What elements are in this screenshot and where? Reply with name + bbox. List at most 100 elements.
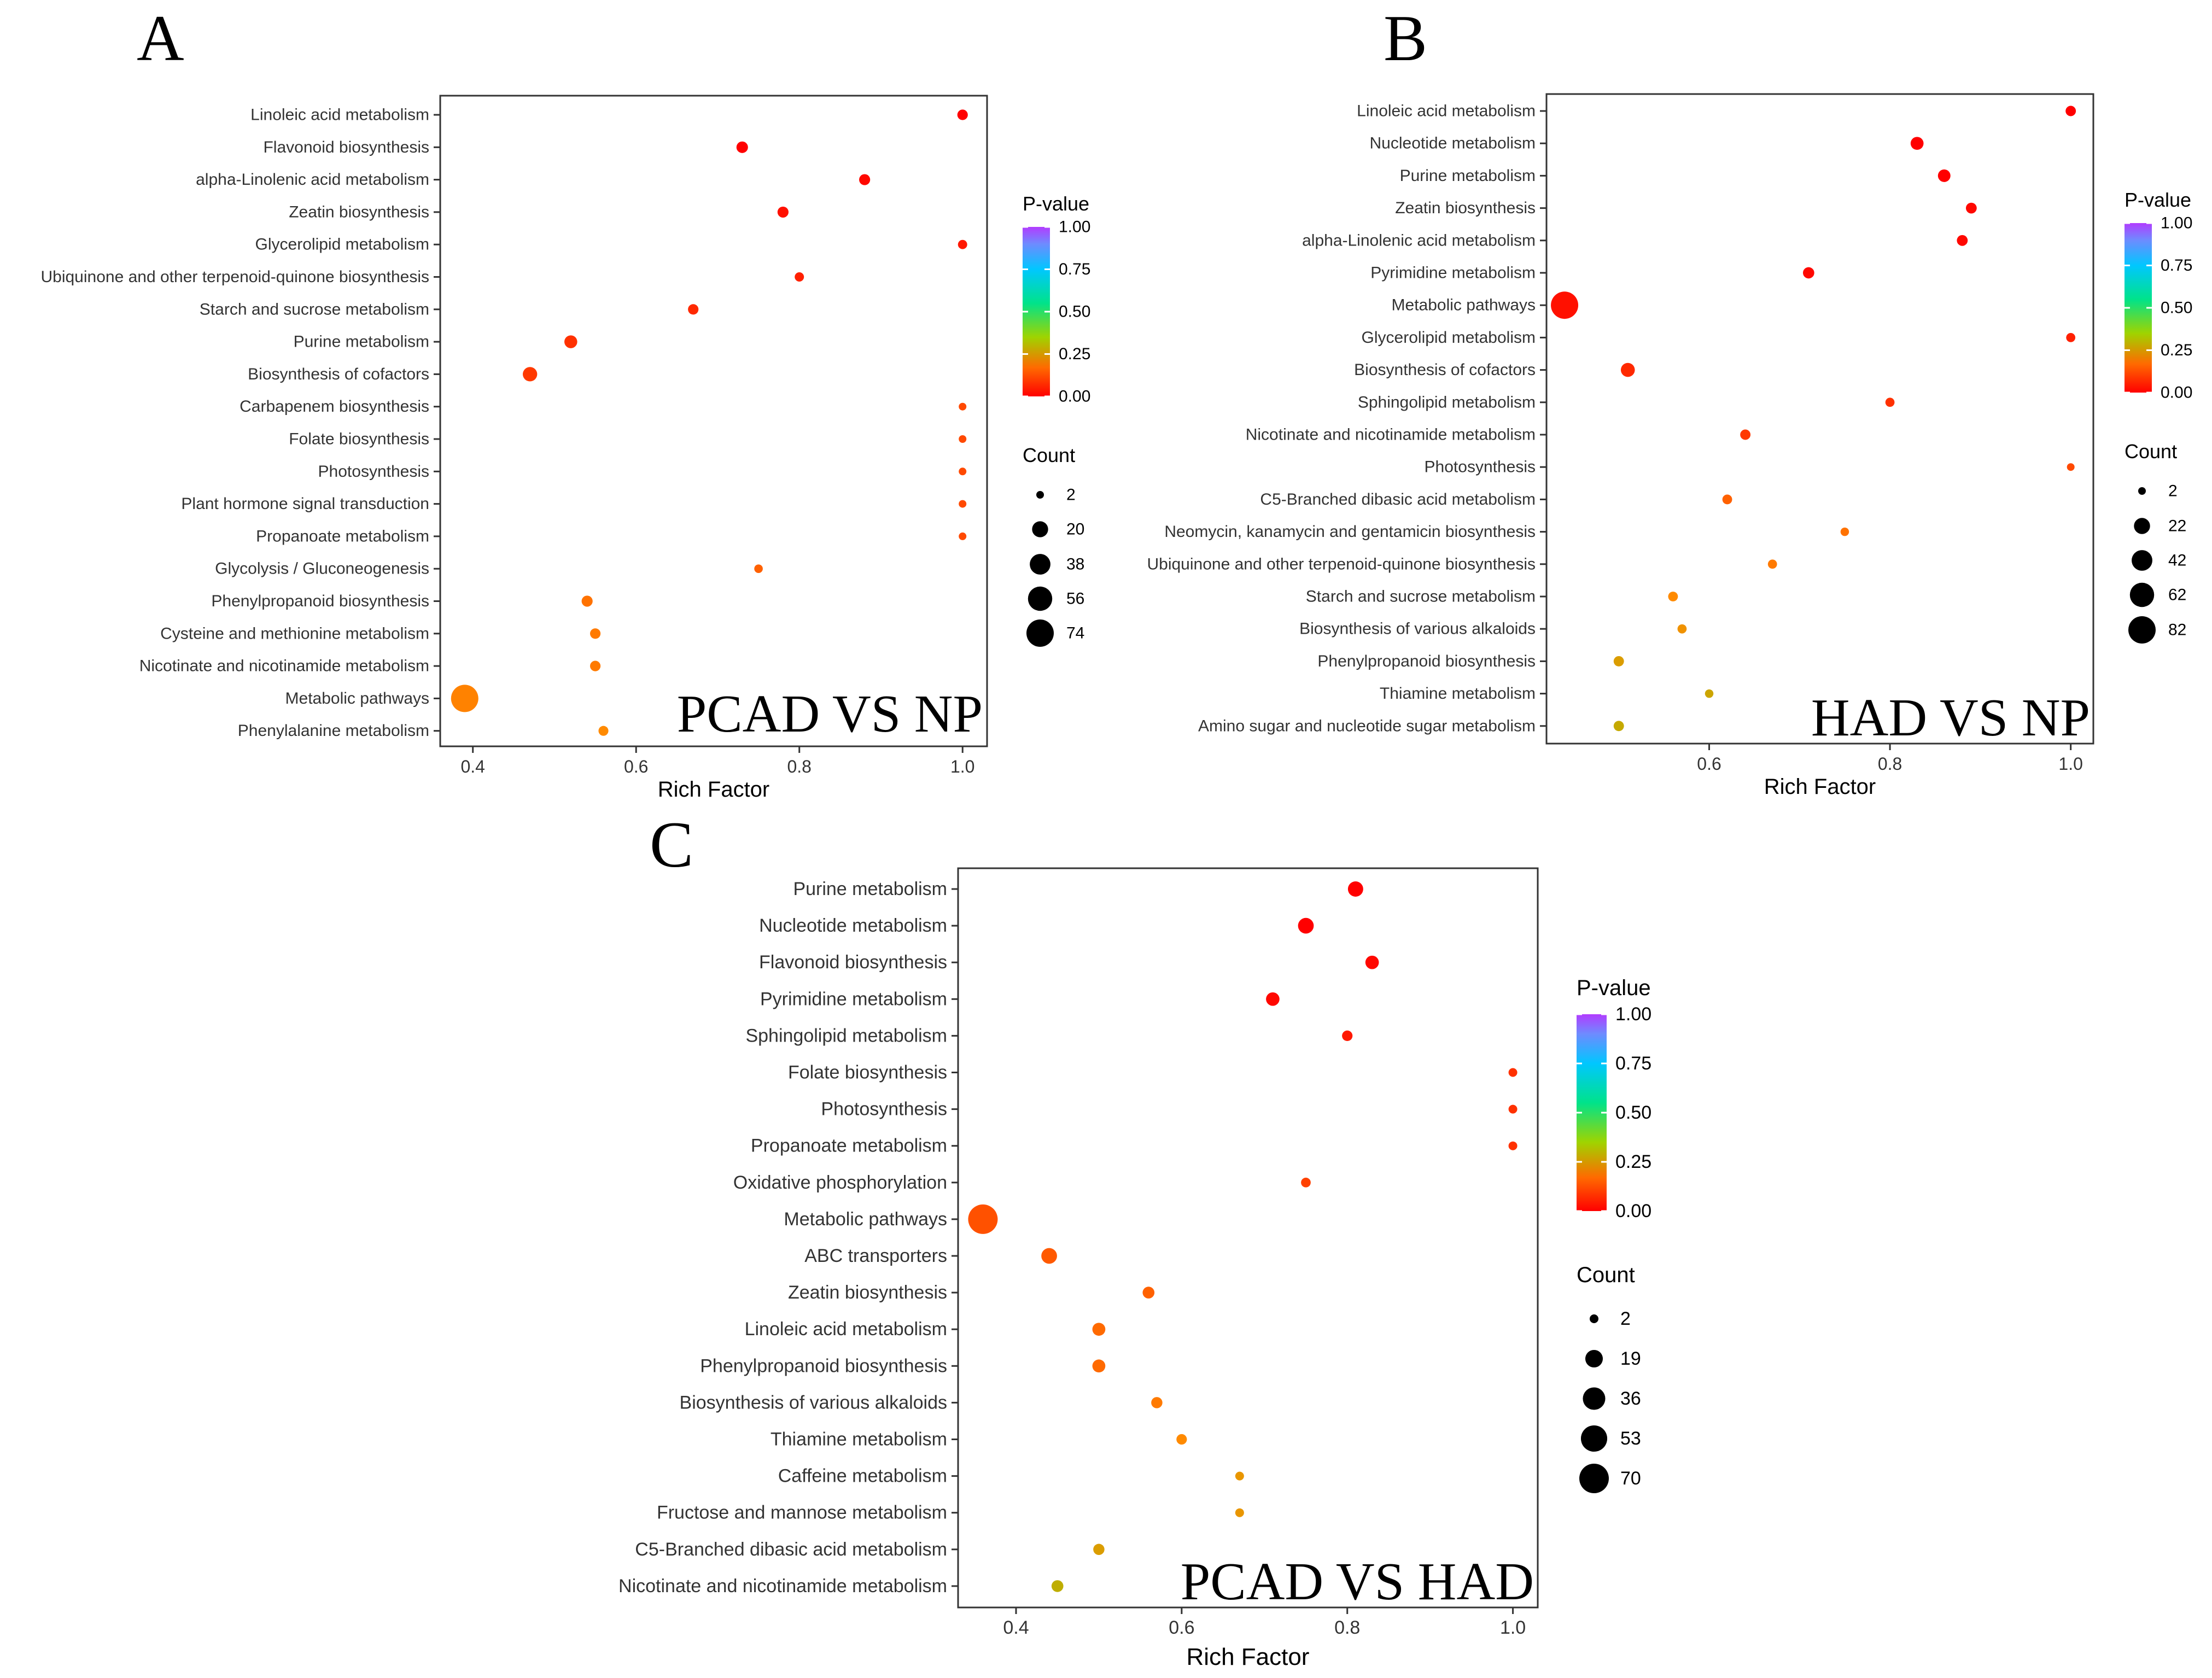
data-point — [1508, 1104, 1518, 1114]
panel-b-title: HAD VS NP — [1811, 688, 2090, 747]
data-point — [2066, 333, 2076, 342]
pathway-label: Pyrimidine metabolism — [1370, 264, 1536, 282]
data-point — [959, 532, 967, 540]
pathway-label: Starch and sucrose metabolism — [1306, 588, 1536, 606]
color-legend-label: 0.50 — [2161, 299, 2192, 317]
pathway-label: Folate biosynthesis — [289, 430, 429, 448]
data-point — [859, 174, 871, 185]
data-point — [1885, 397, 1895, 407]
data-point — [523, 367, 538, 382]
panel-b-x-axis-title: Rich Factor — [1764, 775, 1876, 799]
size-legend-dot — [1580, 1425, 1608, 1452]
size-legend-dot — [1030, 554, 1050, 575]
panel-b-points — [1551, 106, 2076, 732]
data-point — [1092, 1359, 1106, 1373]
pathway-label: Starch and sucrose metabolism — [200, 300, 429, 318]
data-point — [1937, 169, 1951, 182]
size-legend-dot — [2134, 518, 2150, 534]
data-point — [1041, 1248, 1057, 1264]
color-legend-title: P-value — [2125, 189, 2191, 211]
pathway-label: Glycerolipid metabolism — [1362, 329, 1536, 347]
data-point — [1142, 1287, 1155, 1299]
pathway-label: Zeatin biosynthesis — [1395, 199, 1536, 217]
size-legend-label: 20 — [1066, 521, 1084, 539]
pathway-label: Nicotinate and nicotinamide metabolism — [618, 1576, 947, 1597]
size-legend-dot — [1026, 619, 1054, 647]
data-point — [1342, 1030, 1353, 1042]
pathway-label: Phenylpropanoid biosynthesis — [211, 592, 429, 610]
x-tick-label: 0.8 — [1334, 1617, 1360, 1638]
x-tick-label: 1.0 — [1500, 1617, 1526, 1638]
pathway-label: Propanoate metabolism — [256, 527, 429, 545]
size-legend-label: 70 — [1620, 1468, 1641, 1489]
pathway-label: Phenylpropanoid biosynthesis — [700, 1355, 947, 1376]
data-point — [958, 239, 967, 249]
pathway-label: Metabolic pathways — [1392, 296, 1536, 314]
size-legend-dot — [1590, 1314, 1598, 1323]
pathway-label: Linoleic acid metabolism — [745, 1319, 947, 1340]
data-point — [590, 628, 601, 639]
pathway-label: Phenylalanine metabolism — [238, 722, 429, 740]
data-point — [959, 500, 967, 508]
panel-b-plot-frame — [1545, 93, 2094, 745]
data-point — [736, 141, 748, 153]
data-point — [1301, 1177, 1311, 1188]
data-point — [1677, 624, 1687, 634]
data-point — [2065, 106, 2076, 116]
x-tick-label: 0.6 — [1697, 754, 1721, 774]
data-point — [598, 726, 609, 736]
size-legend-label: 56 — [1066, 590, 1084, 608]
panel-a-pathway-labels: Linoleic acid metabolism Flavonoid biosyn… — [40, 106, 440, 740]
size-legend-dot — [2129, 582, 2155, 607]
data-point — [1803, 267, 1814, 279]
data-point — [1266, 992, 1280, 1006]
pathway-label: Nicotinate and nicotinamide metabolism — [1246, 426, 1536, 444]
pathway-label: Flavonoid biosynthesis — [263, 138, 429, 156]
x-tick-label: 0.8 — [1878, 754, 1902, 774]
color-legend-label: 0.25 — [2161, 341, 2192, 359]
pathway-label: Ubiquinone and other terpenoid-quinone b… — [40, 268, 429, 286]
size-legend-label: 19 — [1620, 1348, 1641, 1369]
panel-a-points — [451, 109, 968, 736]
data-point — [581, 595, 593, 607]
pathway-label: Fructose and mannose metabolism — [657, 1502, 947, 1523]
size-legend-dot — [1579, 1464, 1609, 1493]
pathway-label: Sphingolipid metabolism — [745, 1025, 947, 1046]
panel-c-legend: P-value 1.00 0.75 0.50 0.25 0.00 Count 2 19 36 53 7… — [1577, 976, 1651, 1493]
x-tick-label: 1.0 — [2058, 754, 2082, 774]
pathway-label: Pyrimidine metabolism — [760, 989, 947, 1009]
panel-b-pathway-labels: Linoleic acid metabolism Nucleotide metab… — [1147, 102, 1546, 735]
pathway-label: alpha-Linolenic acid metabolism — [196, 171, 429, 189]
pathway-label: Biosynthesis of cofactors — [248, 365, 429, 383]
size-legend-label: 74 — [1066, 624, 1084, 642]
pathway-label: Nicotinate and nicotinamide metabolism — [139, 657, 429, 675]
color-legend-label: 0.75 — [1059, 260, 1090, 278]
data-point — [1965, 202, 1977, 214]
data-point — [1093, 1543, 1105, 1556]
pathway-label: Metabolic pathways — [285, 689, 429, 708]
panel-c-label: C — [650, 808, 693, 881]
pathway-label: Plant hormone signal transduction — [181, 495, 429, 513]
panel-a-title: PCAD VS NP — [677, 685, 983, 744]
data-point — [1235, 1471, 1244, 1481]
data-point — [1176, 1434, 1187, 1445]
color-legend-label: 0.75 — [2161, 256, 2192, 274]
pathway-label: Thiamine metabolism — [771, 1429, 947, 1450]
data-point — [957, 109, 968, 120]
data-point — [1365, 955, 1379, 969]
pathway-label: Folate biosynthesis — [788, 1062, 947, 1083]
pathway-label: Oxidative phosphorylation — [733, 1172, 947, 1193]
pathway-label: Sphingolipid metabolism — [1358, 393, 1536, 411]
panel-b-legend: P-value1.000.750.500.250.00Count22242628… — [2125, 189, 2192, 644]
data-point — [1551, 291, 1579, 319]
pathway-label: Neomycin, kanamycin and gentamicin biosy… — [1164, 523, 1536, 541]
x-tick-label: 0.6 — [1169, 1617, 1194, 1638]
panel-a: A Linoleic acid metabolism Flavonoid bios… — [40, 2, 1090, 802]
color-legend-label: 0.25 — [1059, 345, 1090, 363]
data-point — [1722, 494, 1732, 505]
data-point — [959, 467, 967, 476]
data-point — [1613, 656, 1624, 666]
panel-b-x-axis: 0.6 0.8 1.0 — [1697, 744, 2083, 774]
color-legend-label: 1.00 — [1615, 1004, 1651, 1025]
pathway-label: Photosynthesis — [318, 463, 429, 481]
